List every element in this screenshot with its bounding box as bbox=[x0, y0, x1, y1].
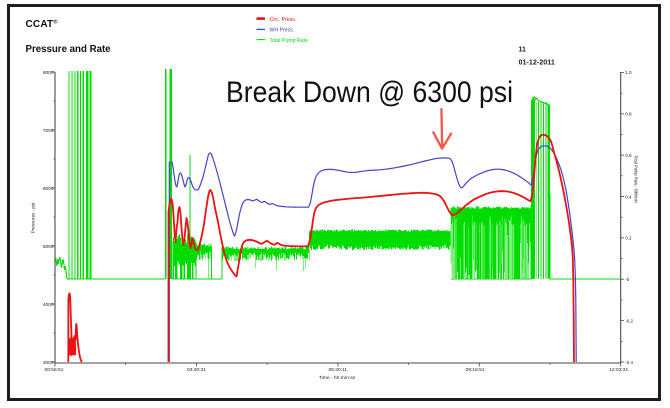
svg-text:Total Pump Rate - Bbl/min: Total Pump Rate - Bbl/min bbox=[634, 155, 639, 203]
svg-text:01-12-2011: 01-12-2011 bbox=[519, 58, 555, 67]
svg-text:-0.4: -0.4 bbox=[625, 360, 633, 365]
svg-text:Circ. Press.: Circ. Press. bbox=[270, 17, 297, 23]
svg-text:4000: 4000 bbox=[43, 302, 54, 308]
svg-text:-0.2: -0.2 bbox=[625, 318, 633, 323]
svg-text:6000: 6000 bbox=[43, 186, 54, 192]
svg-text:7000: 7000 bbox=[43, 128, 54, 134]
svg-text:-0: -0 bbox=[625, 277, 630, 282]
svg-text:00:56:51: 00:56:51 bbox=[44, 367, 63, 373]
svg-text:06:30:11: 06:30:11 bbox=[328, 367, 347, 373]
svg-text:8000: 8000 bbox=[43, 70, 54, 76]
svg-text:Break Down @ 6300 psi: Break Down @ 6300 psi bbox=[226, 76, 513, 109]
svg-text:0.4: 0.4 bbox=[625, 194, 632, 199]
svg-text:1.0: 1.0 bbox=[625, 70, 632, 75]
svg-text:03:40:31: 03:40:31 bbox=[187, 367, 206, 373]
svg-text:Time - hh:mm:ss: Time - hh:mm:ss bbox=[319, 375, 356, 381]
svg-text:CCAT®: CCAT® bbox=[26, 18, 58, 30]
svg-text:09:18:51: 09:18:51 bbox=[465, 367, 484, 373]
svg-text:0.8: 0.8 bbox=[625, 112, 632, 117]
svg-text:Pressures - psi: Pressures - psi bbox=[31, 203, 36, 234]
svg-text:0.6: 0.6 bbox=[625, 153, 632, 158]
svg-text:11: 11 bbox=[519, 46, 527, 53]
svg-text:Total Pump Rate: Total Pump Rate bbox=[270, 38, 308, 44]
svg-text:5000: 5000 bbox=[43, 244, 54, 250]
svg-text:0.2: 0.2 bbox=[625, 236, 632, 241]
svg-text:WH Press.: WH Press. bbox=[270, 28, 295, 34]
svg-text:Pressure and Rate: Pressure and Rate bbox=[26, 44, 112, 55]
svg-text:12:03:31: 12:03:31 bbox=[609, 367, 628, 373]
svg-text:3000: 3000 bbox=[43, 360, 54, 366]
